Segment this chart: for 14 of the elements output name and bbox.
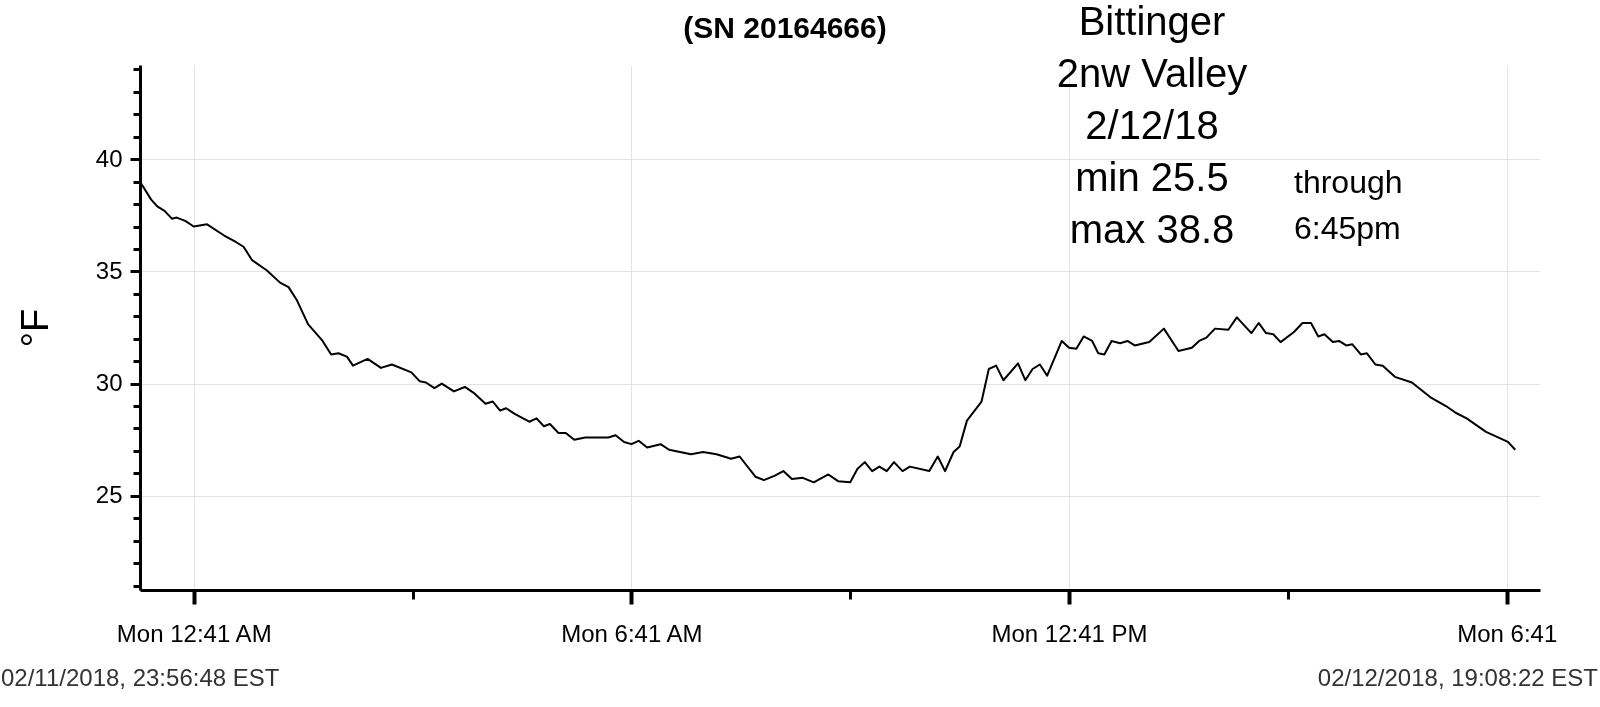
- text: 02/11/2018, 23:56:48 EST: [1, 664, 280, 691]
- y-tick-label: 30: [95, 369, 123, 397]
- x-tick-label: Mon 6:41 AM: [561, 619, 703, 647]
- y-tick-label: 35: [95, 256, 123, 284]
- x-tick-label: Mon 12:41 PM: [991, 619, 1148, 647]
- y-axis-title: °F: [13, 308, 56, 348]
- annotation: Bittinger 2nw Valley 2/12/18 min 25.5 max 38.8: [1056, 0, 1248, 251]
- y-tick-label: 40: [95, 144, 123, 172]
- y-tick-label: 25: [95, 481, 123, 509]
- x-tick-label: Mon 12:41 AM: [116, 619, 272, 647]
- annotation: through 6:45pm: [1294, 164, 1403, 246]
- x-tick-label: Mon 6:41: [1457, 619, 1558, 647]
- chart-title: (SN 20164666): [683, 11, 887, 44]
- text: 02/12/2018, 19:08:22 EST: [1317, 664, 1599, 691]
